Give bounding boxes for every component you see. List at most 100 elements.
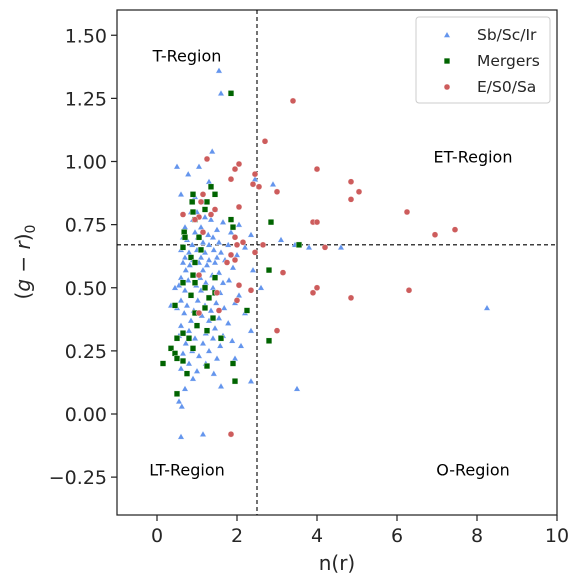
data-point-circle xyxy=(211,206,219,213)
legend: Sb/Sc/Ir Mergers E/S0/Sa xyxy=(415,16,551,104)
data-point-triangle xyxy=(205,347,213,354)
data-point-circle xyxy=(313,284,321,291)
data-point-circle xyxy=(207,211,215,218)
data-point-square xyxy=(201,304,209,312)
data-point-triangle xyxy=(181,385,189,392)
legend-marker-triangle xyxy=(443,31,451,38)
data-point-circle xyxy=(347,294,355,302)
data-point-triangle xyxy=(199,238,207,245)
data-point-circle xyxy=(191,216,199,223)
data-point-triangle xyxy=(191,228,199,235)
data-point-square xyxy=(203,327,211,334)
data-point-triangle xyxy=(177,321,185,329)
data-point-circle xyxy=(195,309,203,317)
data-point-triangle xyxy=(215,268,223,276)
data-point-circle xyxy=(255,183,263,190)
data-point-circle xyxy=(203,155,211,163)
data-point-triangle xyxy=(199,266,207,273)
data-point-triangle xyxy=(185,359,193,367)
data-point-triangle xyxy=(195,162,203,170)
data-point-square xyxy=(179,357,187,365)
y-tick-label: 1.25 xyxy=(65,88,107,110)
y-tick-label: 0.75 xyxy=(65,215,107,237)
data-point-square xyxy=(171,302,179,309)
data-point-square xyxy=(265,337,273,344)
data-point-triangle xyxy=(179,258,187,266)
data-point-triangle xyxy=(205,256,213,263)
data-point-square xyxy=(205,294,213,301)
data-point-square xyxy=(191,259,199,266)
data-point-circle xyxy=(403,208,411,216)
y-axis: −0.25 0.00 0.25 0.50 0.75 1.00 1.25 1.50 xyxy=(49,25,117,489)
data-point-square xyxy=(195,234,203,241)
data-point-triangle xyxy=(213,253,221,261)
data-point-circle xyxy=(355,188,363,196)
data-point-triangle xyxy=(211,258,219,266)
data-point-triangle xyxy=(215,314,223,321)
data-point-triangle xyxy=(177,433,185,440)
y-tick-label: 0.25 xyxy=(65,341,107,363)
data-point-circle xyxy=(235,160,243,168)
data-point-triangle xyxy=(179,349,187,357)
x-tick-label: 8 xyxy=(471,525,483,547)
data-point-triangle xyxy=(185,326,193,334)
data-point-triangle xyxy=(219,278,227,286)
data-point-triangle xyxy=(217,89,225,97)
data-point-triangle xyxy=(210,246,218,253)
data-point-square xyxy=(201,284,209,291)
data-point-triangle xyxy=(293,385,301,392)
data-point-triangle xyxy=(210,369,218,377)
data-point-triangle xyxy=(227,228,235,235)
data-point-triangle xyxy=(211,324,219,331)
data-point-triangle xyxy=(225,276,233,283)
data-point-circle xyxy=(451,226,459,233)
data-point-circle xyxy=(431,231,439,238)
data-point-square xyxy=(211,191,219,198)
data-point-square xyxy=(203,198,211,206)
data-point-square xyxy=(173,390,181,397)
region-label: O-Region xyxy=(436,461,510,480)
data-point-square xyxy=(189,198,196,206)
data-point-triangle xyxy=(251,175,259,182)
data-point-triangle xyxy=(201,213,209,220)
data-point-square xyxy=(185,335,193,342)
data-point-square xyxy=(189,191,197,198)
legend-marker-square xyxy=(443,57,451,65)
data-point-square xyxy=(295,241,303,248)
data-point-triangle xyxy=(337,243,345,251)
data-point-square xyxy=(191,279,199,286)
data-point-circle xyxy=(235,282,243,289)
legend-label: E/S0/Sa xyxy=(477,78,536,96)
data-point-circle xyxy=(199,228,207,236)
data-point-triangle xyxy=(199,339,207,346)
data-point-square xyxy=(217,335,225,342)
data-point-triangle xyxy=(195,352,203,359)
data-point-square xyxy=(173,355,181,362)
data-point-triangle xyxy=(177,296,185,304)
x-tick-label: 10 xyxy=(545,525,569,547)
data-point-triangle xyxy=(237,342,245,349)
data-point-triangle xyxy=(220,304,228,311)
data-point-triangle xyxy=(219,218,227,225)
series-e-s0-sa xyxy=(179,97,459,438)
y-tick-label: 1.50 xyxy=(65,25,107,47)
data-point-triangle xyxy=(178,402,186,410)
data-point-circle xyxy=(251,170,259,178)
data-point-circle xyxy=(313,218,321,226)
data-point-circle xyxy=(279,269,287,276)
data-point-triangle xyxy=(209,233,217,240)
region-label: LT-Region xyxy=(149,461,225,480)
x-tick-label: 2 xyxy=(231,525,243,547)
data-point-triangle xyxy=(257,284,265,291)
data-point-triangle xyxy=(249,266,257,273)
x-tick-label: 4 xyxy=(311,525,323,547)
data-point-circle xyxy=(259,241,267,249)
data-point-circle xyxy=(347,196,355,203)
data-point-triangle xyxy=(269,180,277,187)
y-tick-label: 1.00 xyxy=(65,152,107,174)
data-point-triangle xyxy=(187,316,195,324)
data-point-square xyxy=(203,362,211,370)
data-point-triangle xyxy=(194,296,202,304)
data-point-triangle xyxy=(186,261,194,268)
